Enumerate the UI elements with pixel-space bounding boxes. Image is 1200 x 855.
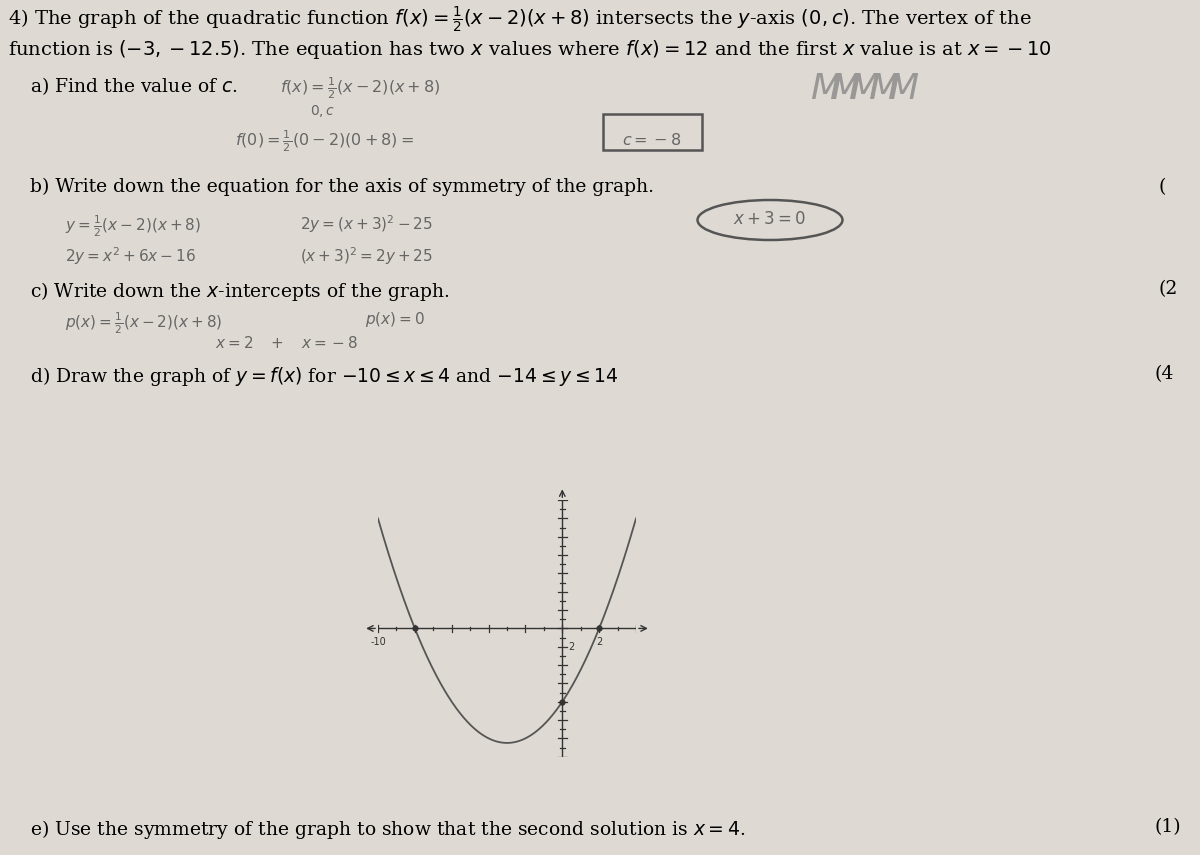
Text: d) Draw the graph of $y = f(x)$ for $-10 \leq x \leq 4$ and $-14 \leq y \leq 14$: d) Draw the graph of $y = f(x)$ for $-10… [30,365,618,388]
Text: -10: -10 [370,637,386,646]
Text: $f(0) = \frac{1}{2}(0-2)(0+8) = $: $f(0) = \frac{1}{2}(0-2)(0+8) = $ [235,128,414,154]
Text: (: ( [1158,178,1165,196]
Text: $p(x)=0$: $p(x)=0$ [365,310,425,329]
Text: 2: 2 [596,637,602,646]
Text: e) Use the symmetry of the graph to show that the second solution is $x = 4$.: e) Use the symmetry of the graph to show… [30,818,745,841]
Text: 2: 2 [568,642,574,652]
Text: c) Write down the $x$-intercepts of the graph.: c) Write down the $x$-intercepts of the … [30,280,450,303]
Text: $2y=x^2+6x-16$: $2y=x^2+6x-16$ [65,245,196,267]
Text: $p(x)=\frac{1}{2}(x-2)(x+8)$: $p(x)=\frac{1}{2}(x-2)(x+8)$ [65,310,222,335]
Text: $f(x)=\frac{1}{2}(x-2)(x+8)$: $f(x)=\frac{1}{2}(x-2)(x+8)$ [280,75,440,101]
Text: $2y=(x+3)^2-25$: $2y=(x+3)^2-25$ [300,213,433,235]
Text: $0,c$: $0,c$ [310,103,335,119]
Text: $\mathit{M\!\!M\!\!M\!\!M\!\!M}$: $\mathit{M\!\!M\!\!M\!\!M\!\!M}$ [810,72,920,106]
Text: b) Write down the equation for the axis of symmetry of the graph.: b) Write down the equation for the axis … [30,178,654,197]
Text: function is $(-3,-12.5)$. The equation has two $x$ values where $f(x) = 12$ and : function is $(-3,-12.5)$. The equation h… [8,38,1052,61]
Text: $x=2 \quad + \quad x=-8$: $x=2 \quad + \quad x=-8$ [215,335,359,351]
Text: (2: (2 [1158,280,1177,298]
Text: $(x+3)^2=2y+25$: $(x+3)^2=2y+25$ [300,245,433,267]
Text: a) Find the value of $c$.: a) Find the value of $c$. [30,75,238,97]
FancyBboxPatch shape [604,114,702,150]
Text: (1): (1) [1154,818,1182,836]
Text: $x+3=0$: $x+3=0$ [733,211,806,228]
Text: (4: (4 [1154,365,1175,383]
Text: $c = -8$: $c = -8$ [623,132,682,149]
Text: $y=\frac{1}{2}(x-2)(x+8)$: $y=\frac{1}{2}(x-2)(x+8)$ [65,213,202,239]
Text: 4) The graph of the quadratic function $f(x) = \frac{1}{2}(x-2)(x+8)$ intersects: 4) The graph of the quadratic function $… [8,5,1032,35]
